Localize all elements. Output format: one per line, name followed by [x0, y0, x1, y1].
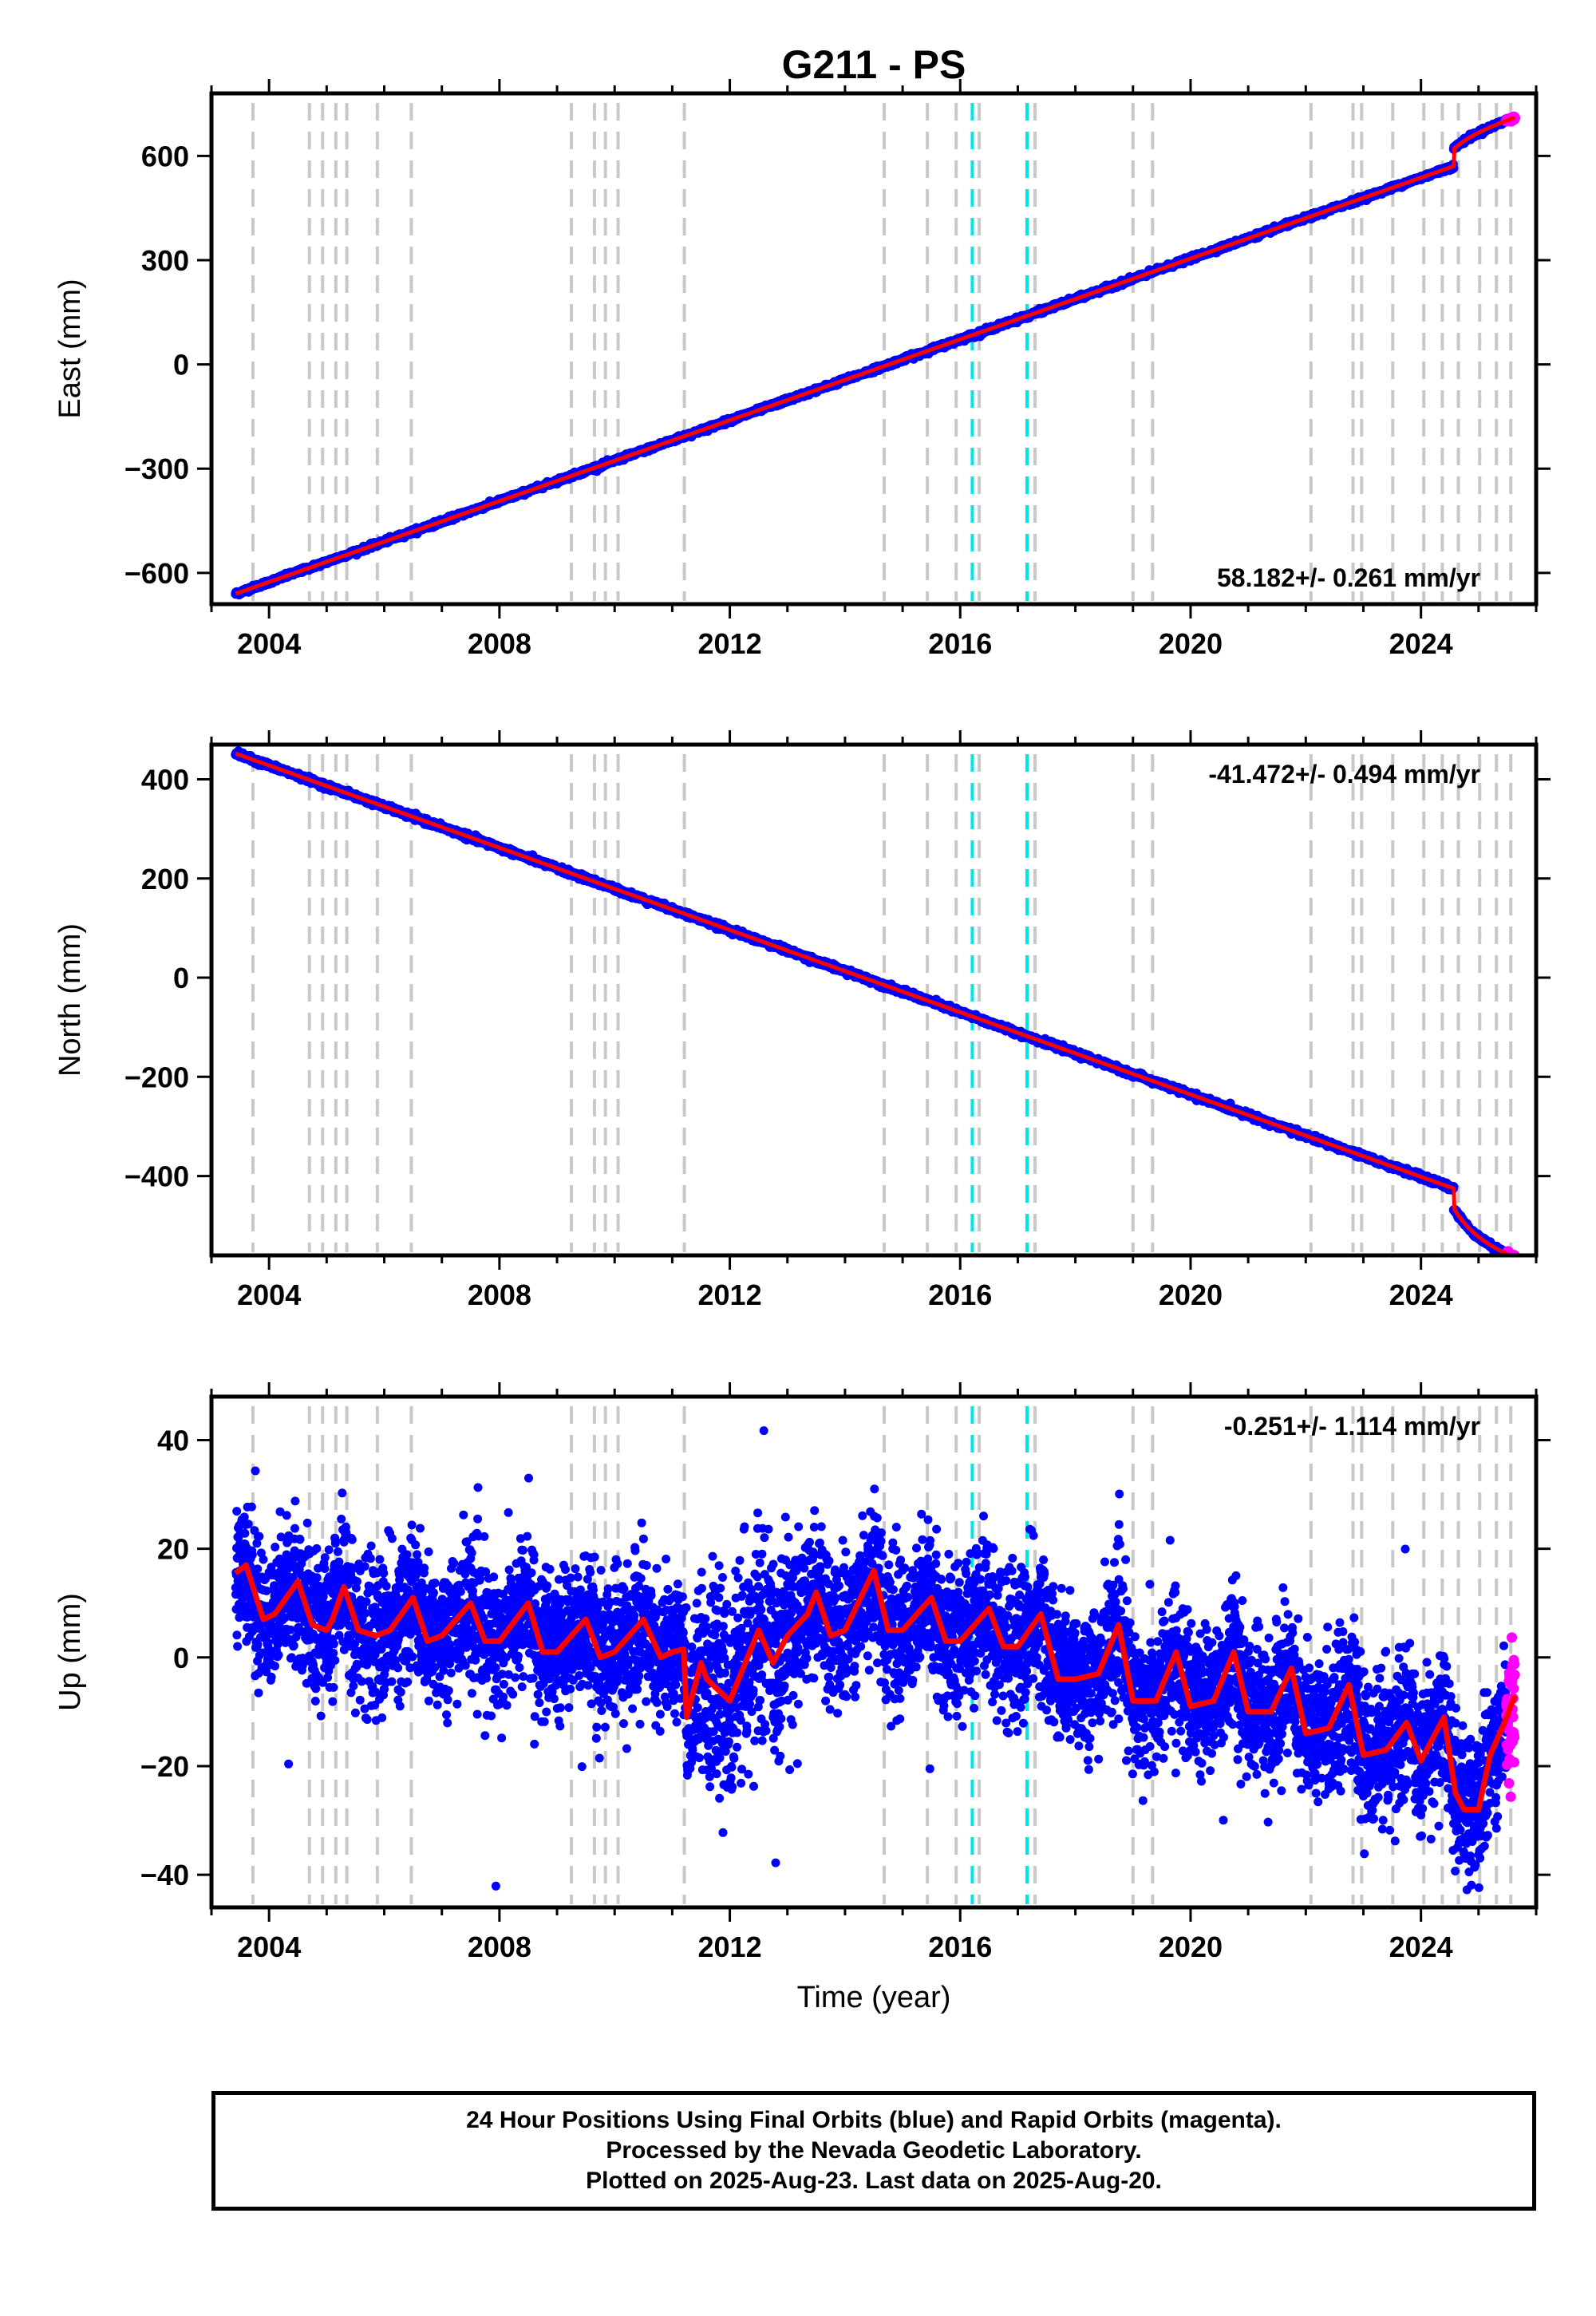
north-data-points: [231, 746, 1520, 1255]
y-tick-label: −300: [124, 453, 189, 485]
y-tick-label: 600: [141, 140, 189, 172]
x-tick-label: 2020: [1159, 627, 1223, 660]
x-tick-label: 2004: [237, 627, 301, 660]
north-panel: 2004 2008 2012 2016 2020 2024−400−2000200400N…: [53, 730, 1551, 1311]
x-tick-label: 2008: [468, 627, 531, 660]
y-tick-label: 0: [173, 349, 189, 381]
figure-title: G211 - PS: [782, 42, 966, 87]
east-y-axis-label: East (mm): [53, 279, 87, 418]
x-tick-label: 2024: [1389, 627, 1453, 660]
y-tick-label: 300: [141, 244, 189, 277]
y-tick-label: −600: [124, 557, 189, 590]
east-rate-label: 58.182+/- 0.261 mm/yr: [1217, 563, 1480, 592]
x-tick-label: 2016: [928, 627, 992, 660]
east-panel: 2004 2008 2012 2016 2020 2024 −600 −300 0 300 600 E…: [53, 79, 1551, 660]
x-tick-label: 2012: [698, 627, 762, 660]
